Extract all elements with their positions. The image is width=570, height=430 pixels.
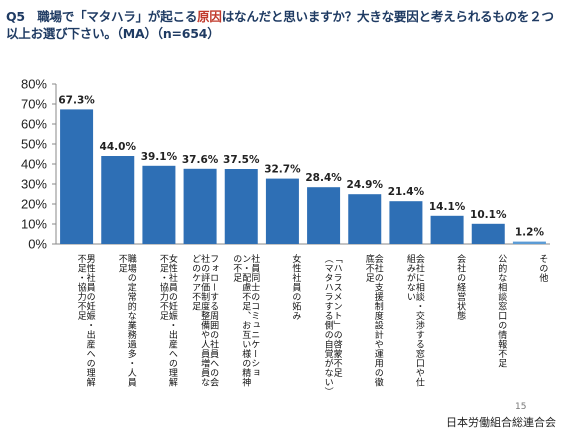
category-label: 公的な相談窓口の情報不足	[496, 254, 507, 368]
category-label: 会社の経営状態	[455, 254, 466, 321]
category-label: 男性社員の妊娠・出産への理解不足・協力不足	[75, 254, 95, 387]
data-label: 32.7%	[264, 164, 301, 176]
y-tick-label: 40%	[21, 157, 47, 172]
data-label: 67.3%	[58, 94, 95, 106]
bar	[265, 178, 299, 244]
y-tick-label: 10%	[21, 217, 47, 232]
bar	[471, 223, 505, 244]
bar	[142, 165, 176, 244]
page-number: 15	[515, 402, 527, 412]
data-label: 21.4%	[388, 186, 425, 198]
bar	[101, 156, 135, 244]
question-text-part2: はなんだと思いますか？大きな要因と考えられるものを２つ以上お選び下さい。（MA）…	[6, 9, 554, 41]
category-label: 女性社員の妊娠・出産への理解不足・協力不足	[157, 254, 177, 387]
category-label: 社員同士のコミュニケーション・配慮不足、お互い様の精神の不足	[231, 254, 260, 387]
category-label: フォローする周囲の社員への会社の評価制度整備や人員増員などのケア不足	[190, 254, 219, 387]
footer-organization: 日本労働組合総連合会	[446, 416, 556, 429]
question-highlight: 原因	[197, 9, 222, 24]
data-label: 44.0%	[100, 141, 137, 153]
bar	[348, 194, 382, 244]
y-tick-label: 70%	[21, 97, 47, 112]
category-label: 会社の支援制度設計や運用の徹底不足	[363, 254, 383, 387]
y-tick-label: 0%	[28, 237, 47, 252]
data-label: 24.9%	[347, 179, 384, 191]
category-label: 職場の定常的な業務過多・人員不足	[116, 254, 136, 387]
data-label: 37.5%	[223, 154, 260, 166]
category-label: 会社に相談・交渉する窓口や仕組みがない	[404, 254, 424, 387]
y-tick-label: 30%	[21, 177, 47, 192]
y-tick-label: 50%	[21, 137, 47, 152]
y-tick-label: 80%	[21, 77, 47, 92]
bar	[224, 169, 258, 244]
data-label: 1.2%	[515, 227, 545, 239]
category-label: その他	[537, 254, 548, 283]
question-title: Q5 職場で「マタハラ」が起こる原因はなんだと思いますか？大きな要因と考えられる…	[6, 8, 562, 42]
data-label: 10.1%	[470, 209, 507, 221]
question-text-part1: Q5 職場で「マタハラ」が起こる	[6, 9, 198, 24]
data-label: 28.4%	[305, 172, 342, 184]
bar	[60, 109, 94, 245]
category-label: 「ハラスメント」の啓蒙不足（マタハラする側の自覚がない）	[322, 254, 342, 397]
y-tick-label: 60%	[21, 117, 47, 132]
bar	[389, 201, 423, 244]
category-label: 女性社員の妬み	[290, 254, 301, 321]
bar	[307, 187, 341, 244]
y-tick-label: 20%	[21, 197, 47, 212]
data-label: 39.1%	[141, 151, 178, 163]
data-label: 37.6%	[182, 154, 219, 166]
bar	[512, 241, 546, 244]
bar	[430, 215, 464, 244]
bar	[183, 168, 217, 244]
data-label: 14.1%	[429, 201, 466, 213]
